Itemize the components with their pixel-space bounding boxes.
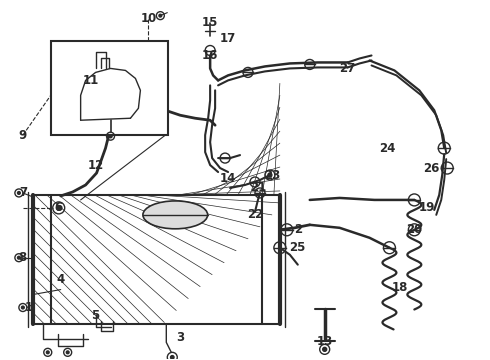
Text: 10: 10	[140, 12, 156, 25]
Text: 5: 5	[92, 309, 99, 322]
Text: 24: 24	[379, 141, 395, 155]
Text: 21: 21	[250, 181, 266, 194]
Text: 16: 16	[202, 49, 219, 62]
Text: 23: 23	[264, 168, 280, 181]
Text: 2: 2	[294, 223, 302, 236]
Text: 26: 26	[423, 162, 440, 175]
Text: 25: 25	[290, 241, 306, 254]
Text: 20: 20	[406, 223, 422, 236]
Circle shape	[323, 347, 327, 351]
Circle shape	[22, 306, 24, 309]
Bar	[33, 195, 280, 324]
Text: 27: 27	[340, 62, 356, 75]
Text: 7: 7	[19, 186, 27, 199]
Text: 4: 4	[56, 273, 65, 286]
Ellipse shape	[143, 201, 208, 229]
Text: 8: 8	[19, 251, 27, 264]
Text: 22: 22	[247, 208, 263, 221]
Circle shape	[268, 173, 272, 177]
Text: 11: 11	[82, 74, 98, 87]
Text: 3: 3	[176, 331, 184, 344]
Text: 9: 9	[19, 129, 27, 142]
Bar	[51, 41, 168, 135]
Text: 18: 18	[391, 281, 408, 294]
Text: 15: 15	[202, 16, 219, 29]
Circle shape	[159, 14, 162, 17]
Circle shape	[109, 135, 112, 138]
Circle shape	[18, 192, 20, 194]
Text: 19: 19	[419, 201, 436, 215]
Circle shape	[47, 351, 49, 354]
Bar	[33, 195, 280, 324]
Circle shape	[18, 256, 20, 259]
Text: 13: 13	[317, 335, 333, 348]
Text: 17: 17	[220, 32, 236, 45]
Text: 1: 1	[25, 301, 33, 314]
Text: 6: 6	[54, 201, 63, 215]
Circle shape	[171, 356, 174, 359]
Circle shape	[66, 351, 69, 354]
Text: 12: 12	[87, 158, 104, 172]
Text: 14: 14	[220, 171, 236, 185]
Circle shape	[56, 206, 61, 210]
